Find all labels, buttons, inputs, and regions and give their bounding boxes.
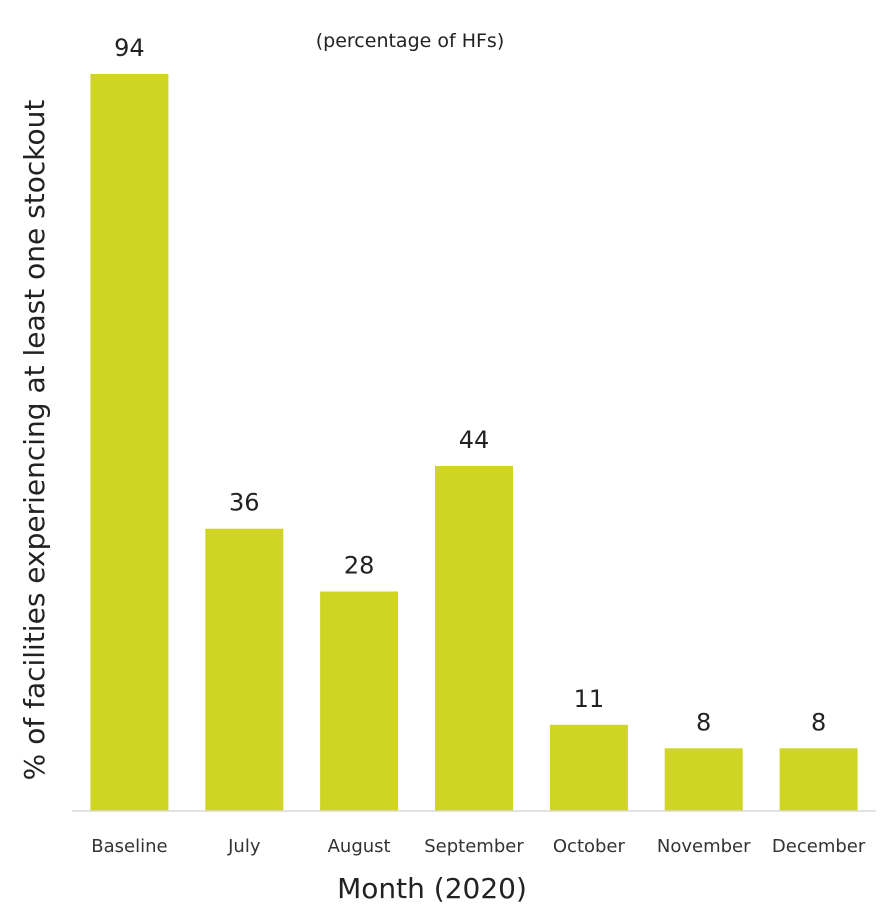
bar-baseline (90, 74, 169, 811)
data-label-august: 28 (344, 552, 375, 580)
bar-august (320, 591, 399, 811)
x-tick-label-baseline: Baseline (91, 836, 167, 857)
chart-subtitle: (percentage of HFs) (316, 30, 505, 52)
x-tick-label-december: December (772, 836, 866, 857)
y-axis-title: % of facilities experiencing at least on… (18, 100, 51, 781)
data-label-december: 8 (811, 708, 826, 736)
data-label-november: 8 (696, 708, 711, 736)
x-tick-label-october: October (553, 836, 626, 857)
data-label-october: 11 (574, 685, 605, 713)
plot-area: 94 Baseline 36 July 28 August 44 September 11 Oct… (90, 34, 866, 857)
x-tick-label-november: November (657, 836, 751, 857)
bar-november (664, 748, 743, 811)
bar-december (779, 748, 858, 811)
data-label-september: 44 (459, 426, 490, 454)
data-label-july: 36 (229, 489, 260, 517)
x-tick-label-september: September (424, 836, 524, 857)
bar-october (549, 724, 628, 811)
bar-july (205, 528, 284, 811)
x-tick-label-july: July (227, 836, 261, 857)
x-tick-label-august: August (328, 836, 391, 857)
x-axis-title: Month (2020) (337, 872, 527, 905)
bar-september (435, 466, 513, 811)
data-label-baseline: 94 (114, 34, 145, 62)
